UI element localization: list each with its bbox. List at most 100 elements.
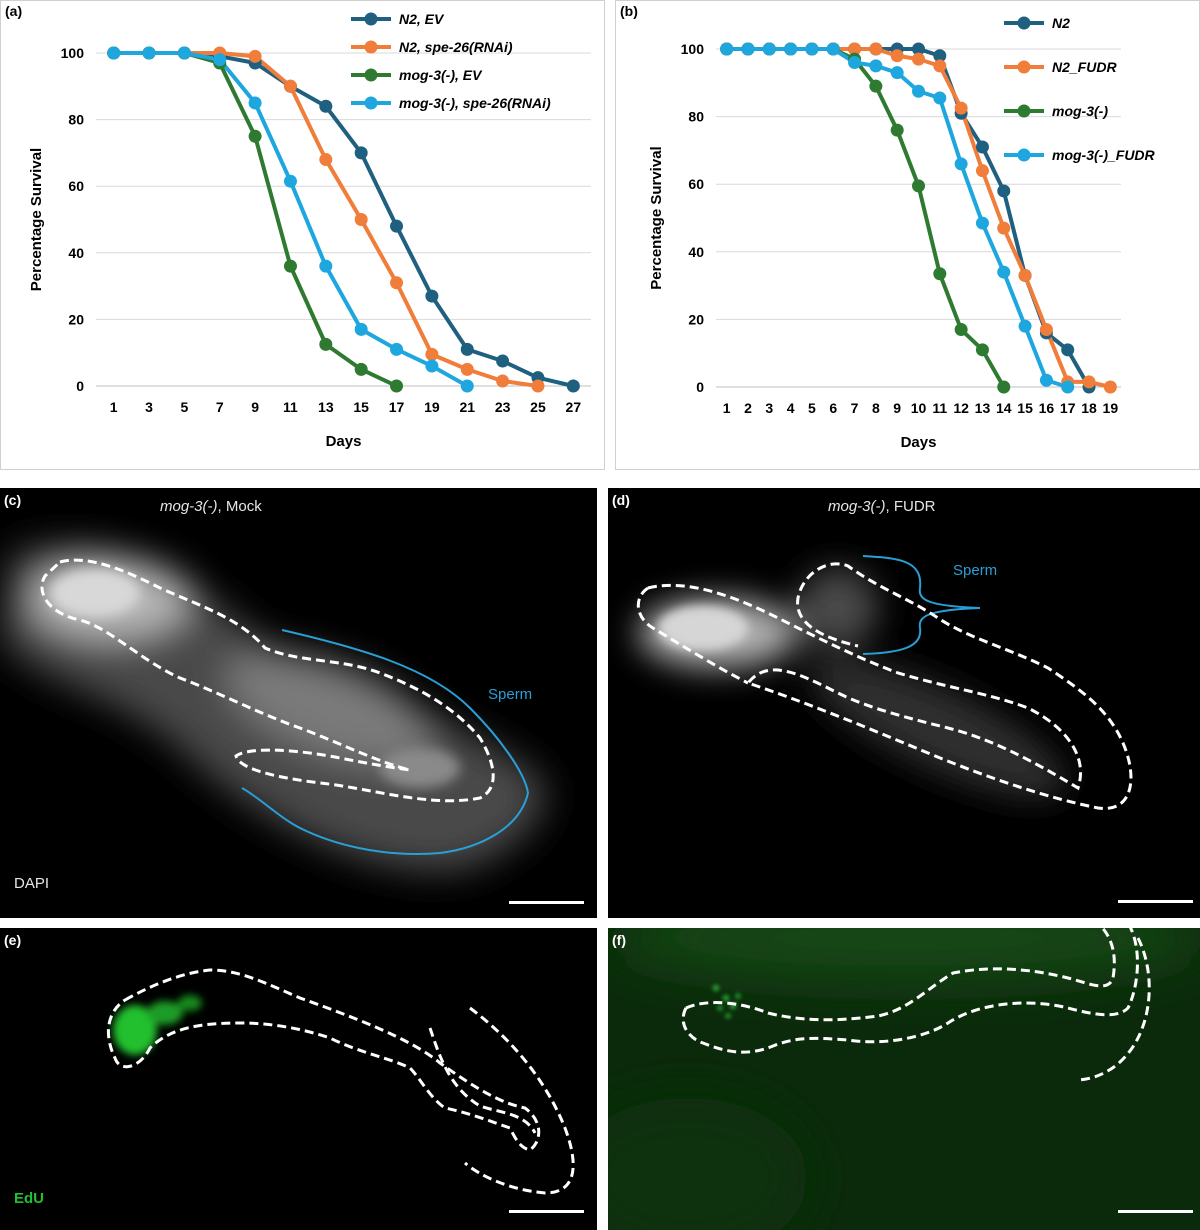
micrograph-panel-c: (c) mog-3(-), Mock Sperm DAPI	[0, 488, 597, 918]
chart-a-data-point	[460, 342, 474, 356]
chart-b-data-point	[954, 101, 968, 115]
chart-b-data-point	[1061, 380, 1075, 394]
chart-b-data-point	[997, 265, 1011, 279]
chart-b-x-tick-label: 1	[723, 400, 731, 416]
chart-a-data-point	[531, 379, 545, 393]
chart-a-x-tick-label: 19	[424, 399, 440, 415]
chart-b-legend-marker	[1017, 16, 1031, 30]
chart-b-y-tick-label: 20	[688, 311, 704, 327]
chart-b-data-point	[869, 42, 883, 56]
chart-b-data-point	[890, 49, 904, 63]
chart-b-series-line-3	[726, 47, 1006, 388]
chart-a-legend-label: mog-3(-), EV	[399, 67, 483, 83]
edu-image-f	[608, 928, 1200, 1230]
chart-b-y-tick-label: 80	[688, 109, 704, 125]
chart-b-x-tick-label: 14	[996, 400, 1012, 416]
chart-b-data-point	[912, 84, 925, 98]
panel-a-letter: (a)	[5, 3, 23, 19]
chart-b-data-point	[720, 42, 734, 56]
chart-b-legend-label: N2_FUDR	[1052, 59, 1117, 75]
panel-e-stain-label: EdU	[14, 1190, 44, 1207]
chart-b-data-point	[1039, 373, 1053, 387]
chart-b-x-tick-label: 12	[953, 400, 969, 416]
chart-b-data-point	[762, 42, 776, 56]
chart-a-data-point	[248, 129, 262, 143]
chart-b-x-tick-label: 13	[975, 400, 991, 416]
chart-a-data-point	[425, 347, 439, 361]
chart-a-data-point	[496, 354, 510, 368]
chart-b-data-point	[912, 52, 925, 66]
chart-a-data-point	[425, 289, 439, 303]
dapi-image-c	[0, 544, 546, 872]
chart-b-data-point	[933, 267, 947, 281]
chart-b-data-point	[975, 140, 989, 154]
chart-a-data-point	[390, 219, 404, 233]
sperm-bracket-d	[862, 555, 981, 655]
chart-b-data-point	[848, 56, 862, 70]
chart-b-data-point	[933, 49, 947, 63]
chart-b-legend-marker	[1017, 148, 1031, 162]
chart-a-x-tick-label: 13	[318, 399, 334, 415]
panel-c-title: mog-3(-), Mock	[160, 498, 262, 515]
panel-c-letter: (c)	[4, 492, 22, 508]
edu-image-e	[106, 968, 575, 1195]
micrograph-panel-f: (f)	[608, 928, 1200, 1230]
chart-a-data-point	[354, 322, 368, 336]
chart-a-data-point	[566, 379, 580, 393]
chart-b-data-point	[975, 216, 989, 230]
chart-b-data-point	[933, 91, 947, 105]
chart-b-x-tick-label: 8	[872, 400, 880, 416]
chart-b-data-point	[890, 66, 904, 80]
chart-a-y-tick-label: 60	[68, 178, 84, 194]
chart-a-data-point	[142, 46, 156, 60]
panel-c-title-condition: , Mock	[217, 498, 262, 515]
chart-a-data-point	[248, 49, 262, 63]
chart-a-data-point	[283, 174, 297, 188]
scale-bar-d	[1118, 900, 1193, 903]
chart-a-y-axis-title: Percentage Survival	[28, 148, 45, 291]
chart-b-data-point	[1039, 323, 1053, 337]
panel-d-annotation: Sperm	[953, 562, 998, 579]
chart-b-legend-label: N2	[1052, 15, 1070, 31]
micrograph-panel-e: (e) EdU	[0, 928, 597, 1230]
chart-a-y-tick-label: 0	[76, 378, 84, 394]
chart-b-data-point	[848, 42, 862, 56]
scale-bar-e	[509, 1210, 584, 1213]
panel-f-letter: (f)	[612, 932, 626, 948]
chart-b-series-line-1	[726, 47, 1091, 388]
chart-a-x-tick-label: 15	[353, 399, 369, 415]
chart-a-x-tick-label: 27	[566, 399, 582, 415]
chart-b-data-point	[805, 42, 819, 56]
chart-a-y-tick-label: 40	[68, 245, 84, 261]
chart-b-legend-label: mog-3(-)	[1052, 103, 1108, 119]
chart-a-legend-label: N2, spe-26(RNAi)	[399, 39, 513, 55]
chart-b-x-tick-label: 16	[1039, 400, 1055, 416]
sperm-outline-c	[241, 629, 530, 855]
micrograph-panel-d: (d) mog-3(-), FUDR Sperm	[608, 488, 1200, 918]
chart-a-data-point	[319, 337, 333, 351]
chart-b-x-tick-label: 19	[1103, 400, 1119, 416]
chart-a-x-tick-label: 23	[495, 399, 511, 415]
chart-a-data-point	[319, 259, 333, 273]
edu-signal-e	[113, 995, 202, 1055]
panel-c-annotation: Sperm	[488, 686, 533, 703]
chart-a-x-tick-label: 21	[459, 399, 475, 415]
chart-b-data-point	[1061, 343, 1075, 357]
chart-a-x-tick-label: 17	[389, 399, 405, 415]
chart-b-x-tick-label: 3	[765, 400, 773, 416]
chart-a-x-tick-label: 11	[283, 399, 298, 415]
chart-panel-b: (b) 0 20 40 60 80 100 1 2 3 4 5 6 7 8 9 10 11 12 13 14 15 16 1…	[615, 0, 1200, 470]
gonad-outline-c	[40, 558, 495, 803]
chart-b-x-tick-label: 10	[911, 400, 927, 416]
chart-a-data-point	[248, 96, 262, 110]
chart-a-legend-marker	[364, 96, 378, 110]
chart-a-x-axis-title: Days	[326, 433, 362, 450]
chart-a-legend-label: mog-3(-), spe-26(RNAi)	[399, 95, 551, 111]
chart-b-y-tick-label: 0	[696, 379, 704, 395]
chart-a-legend-label: N2, EV	[399, 11, 445, 27]
chart-a-data-point	[390, 379, 404, 393]
chart-a-data-point	[390, 276, 404, 290]
chart-a-data-point	[460, 362, 474, 376]
